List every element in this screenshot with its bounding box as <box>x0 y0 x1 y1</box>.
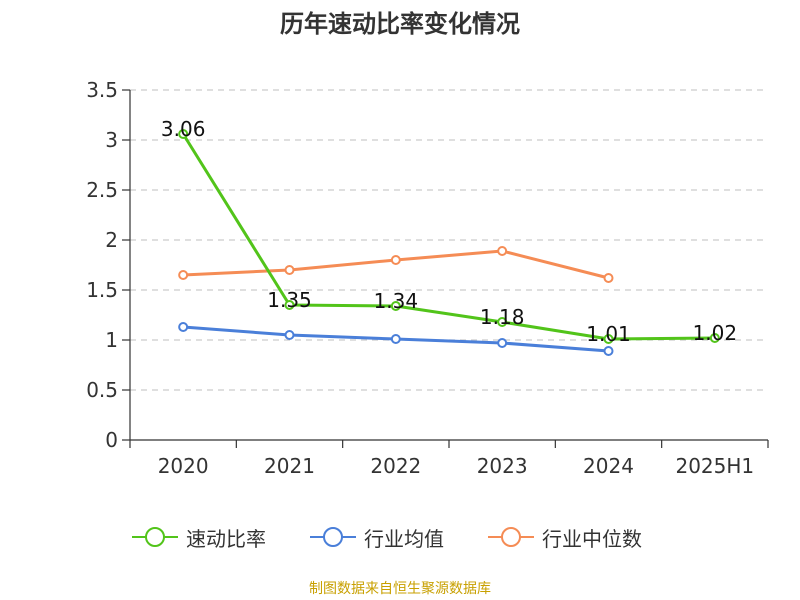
legend-marker-1 <box>310 522 356 552</box>
legend-marker-0 <box>132 522 178 552</box>
data-label: 1.35 <box>267 288 312 312</box>
legend-marker-2 <box>488 522 534 552</box>
data-point <box>178 129 189 139</box>
y-tick-label: 1.5 <box>86 278 118 302</box>
data-labels: 3.06 1.35 1.34 1.18 1.01 1.02 <box>161 117 737 346</box>
data-label: 1.34 <box>374 289 419 313</box>
data-point <box>284 330 295 340</box>
data-point <box>497 338 508 348</box>
data-point <box>709 333 720 343</box>
y-tick-label: 3.5 <box>86 78 118 102</box>
legend-item-1[interactable]: 行业均值 <box>310 522 444 552</box>
data-point <box>178 322 189 332</box>
data-point <box>603 346 614 356</box>
x-tick-label: 2020 <box>158 454 209 478</box>
data-label: 1.18 <box>480 305 525 329</box>
x-tick-label: 2024 <box>583 454 634 478</box>
axes: 0 0.5 1 1.5 2 2.5 3 3.5 2020 2021 2022 2023 2024 2025… <box>86 78 769 478</box>
legend-item-0[interactable]: 速动比率 <box>132 522 266 552</box>
legend: 速动比率 行业均值 行业中位数 <box>0 522 800 552</box>
source-footer: 制图数据来自恒生聚源数据库 <box>309 581 491 597</box>
data-point <box>284 265 295 275</box>
data-point <box>603 334 614 344</box>
x-tick-label: 2022 <box>370 454 421 478</box>
grid-lines <box>130 89 768 391</box>
data-point <box>603 273 614 283</box>
y-tick-label: 1 <box>105 328 118 352</box>
legend-item-2[interactable]: 行业中位数 <box>488 522 642 552</box>
x-tick-label: 2023 <box>477 454 528 478</box>
legend-label-2: 行业中位数 <box>542 526 642 551</box>
data-point <box>284 300 295 310</box>
data-label: 1.01 <box>586 322 631 346</box>
series-line-0 <box>181 133 715 341</box>
y-tick-label: 3 <box>105 128 118 152</box>
chart-title: 历年速动比率变化情况 <box>280 10 520 38</box>
data-point <box>390 301 401 311</box>
data-label: 1.02 <box>693 321 738 345</box>
y-tick-label: 0.5 <box>86 378 118 402</box>
y-tick-label: 2.5 <box>86 178 118 202</box>
x-tick-label: 2021 <box>264 454 315 478</box>
y-tick-label: 0 <box>105 428 118 452</box>
data-point <box>390 334 401 344</box>
series-layer <box>178 129 720 356</box>
data-point <box>390 255 401 265</box>
x-tick-label: 2025H1 <box>675 454 754 478</box>
data-point <box>178 270 189 280</box>
data-point <box>497 246 508 256</box>
legend-label-1: 行业均值 <box>364 526 444 551</box>
data-label: 3.06 <box>161 117 206 141</box>
legend-label-0: 速动比率 <box>186 526 266 551</box>
data-point <box>497 317 508 327</box>
y-tick-label: 2 <box>105 228 118 252</box>
